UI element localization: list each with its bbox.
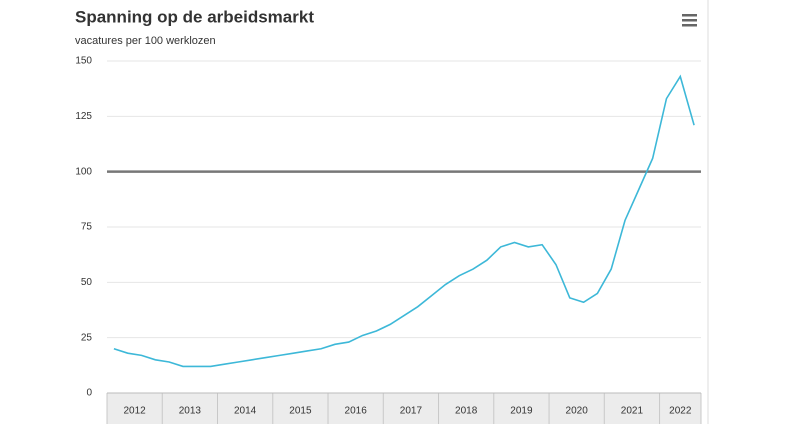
x-tick-label: 2017 xyxy=(400,406,423,417)
x-tick-label: 2016 xyxy=(345,406,368,417)
menu-bar xyxy=(682,24,697,27)
x-tick-label: 2014 xyxy=(234,406,257,417)
y-tick-label: 75 xyxy=(81,222,93,233)
x-tick-label: 2015 xyxy=(289,406,312,417)
x-tick-label: 2013 xyxy=(179,406,202,417)
x-tick-label: 2022 xyxy=(669,406,692,417)
menu-bar xyxy=(682,14,697,17)
x-tick-label: 2020 xyxy=(566,406,589,417)
y-tick-label: 0 xyxy=(86,388,92,399)
x-tick-label: 2018 xyxy=(455,406,478,417)
y-tick-label: 25 xyxy=(81,332,93,343)
chart-title: Spanning op de arbeidsmarkt xyxy=(75,7,314,26)
menu-button[interactable] xyxy=(682,14,697,27)
x-tick-label: 2021 xyxy=(621,406,644,417)
y-tick-label: 125 xyxy=(75,111,92,122)
chart-subtitle: vacatures per 100 werklozen xyxy=(75,35,216,47)
menu-bar xyxy=(682,19,697,22)
series-line xyxy=(113,74,695,368)
y-tick-label: 150 xyxy=(75,56,92,67)
y-tick-label: 100 xyxy=(75,166,92,177)
x-tick-label: 2012 xyxy=(124,406,147,417)
x-axis-band xyxy=(107,393,701,424)
x-tick-label: 2019 xyxy=(510,406,533,417)
y-tick-label: 50 xyxy=(81,277,93,288)
